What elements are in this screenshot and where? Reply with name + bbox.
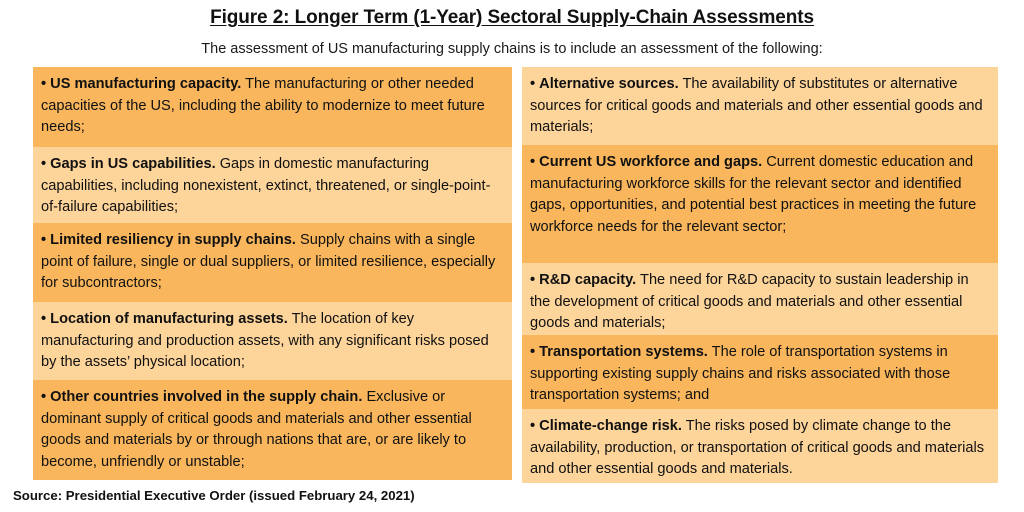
- item-text: Exclusive or dominant supply of critical…: [41, 389, 472, 470]
- item-text: Current domestic education and manufactu…: [530, 154, 977, 235]
- list-item-other-countries: • Other countries involved in the supply…: [33, 380, 512, 480]
- bullet: •: [530, 154, 536, 170]
- figure-title: Figure 2: Longer Term (1-Year) Sectoral …: [210, 7, 814, 28]
- right-column: • Alternative sources. The availability …: [522, 67, 998, 483]
- item-heading: US manufacturing capacity.: [50, 76, 242, 92]
- item-heading: Transportation systems.: [539, 344, 708, 360]
- left-column: • US manufacturing capacity. The manufac…: [33, 67, 512, 480]
- bullet: •: [530, 76, 536, 92]
- list-item-current-workforce: • Current US workforce and gaps. Current…: [522, 145, 998, 263]
- item-text: The need for R&D capacity to sustain lea…: [530, 272, 969, 331]
- bullet: •: [41, 76, 47, 92]
- item-heading: R&D capacity.: [539, 272, 637, 288]
- list-item-transportation-systems: • Transportation systems. The role of tr…: [522, 335, 998, 409]
- item-text: Supply chains with a single point of fai…: [41, 232, 496, 291]
- item-heading: Gaps in US capabilities.: [50, 156, 216, 172]
- source-note: Source: Presidential Executive Order (is…: [13, 488, 415, 503]
- list-item-location-of-assets: • Location of manufacturing assets. The …: [33, 302, 512, 380]
- bullet: •: [41, 156, 47, 172]
- list-item-alternative-sources: • Alternative sources. The availability …: [522, 67, 998, 145]
- list-item-rd-capacity: • R&D capacity. The need for R&D capacit…: [522, 263, 998, 335]
- list-item-limited-resiliency: • Limited resiliency in supply chains. S…: [33, 223, 512, 302]
- item-heading: Limited resiliency in supply chains.: [50, 232, 296, 248]
- bullet: •: [41, 389, 47, 405]
- item-heading: Location of manufacturing assets.: [50, 311, 288, 327]
- list-item-climate-change-risk: • Climate-change risk. The risks posed b…: [522, 409, 998, 483]
- item-heading: Other countries involved in the supply c…: [50, 389, 363, 405]
- bullet: •: [530, 418, 536, 434]
- bullet: •: [530, 344, 536, 360]
- figure-subtitle: The assessment of US manufacturing suppl…: [201, 41, 823, 57]
- bullet: •: [41, 311, 47, 327]
- bullet: •: [41, 232, 47, 248]
- bullet: •: [530, 272, 536, 288]
- list-item-us-manufacturing-capacity: • US manufacturing capacity. The manufac…: [33, 67, 512, 147]
- item-heading: Climate-change risk.: [539, 418, 682, 434]
- item-heading: Alternative sources.: [539, 76, 679, 92]
- item-text: The risks posed by climate change to the…: [530, 418, 984, 477]
- list-item-gaps-in-us-capabilities: • Gaps in US capabilities. Gaps in domes…: [33, 147, 512, 223]
- item-text: The availability of substitutes or alter…: [530, 76, 983, 135]
- item-text: The manufacturing or other needed capaci…: [41, 76, 485, 135]
- item-text: Gaps in domestic manufacturing capabilit…: [41, 156, 491, 215]
- item-text: The role of transportation systems in su…: [530, 344, 951, 403]
- item-heading: Current US workforce and gaps.: [539, 154, 763, 170]
- item-text: The location of key manufacturing and pr…: [41, 311, 489, 370]
